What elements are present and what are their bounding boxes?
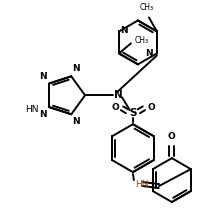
Text: N: N [120,26,127,35]
Text: O: O [111,103,119,112]
Text: N: N [72,64,80,73]
Text: O: O [147,103,155,112]
Text: N: N [39,71,47,81]
Text: HN: HN [135,179,148,189]
Text: S: S [129,108,137,118]
Text: N: N [145,49,153,58]
Text: N: N [114,90,122,100]
Text: O: O [168,132,176,141]
Text: CH₃: CH₃ [135,36,149,45]
Text: N: N [39,110,47,119]
Text: CH₃: CH₃ [140,3,154,11]
Text: N: N [72,117,80,126]
Text: HN: HN [26,105,39,114]
